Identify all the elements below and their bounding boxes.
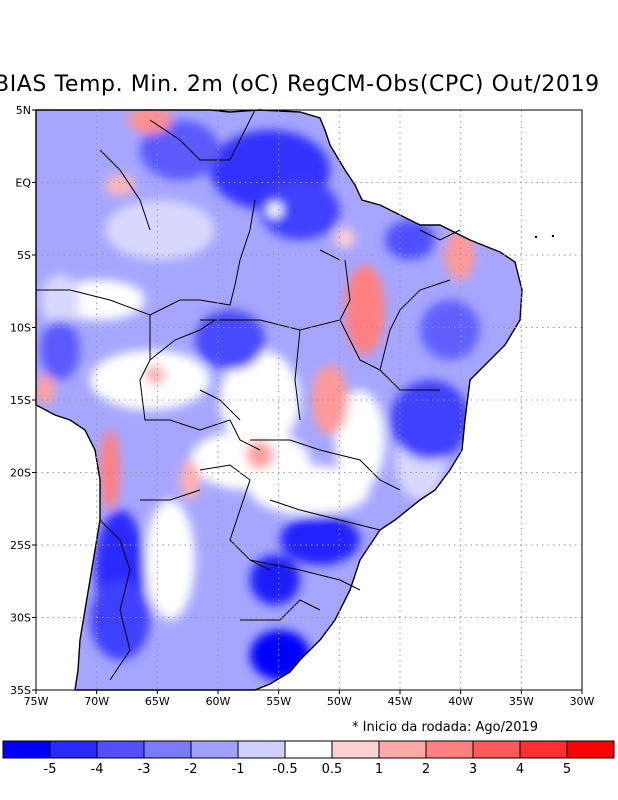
colorbar-swatch: [49, 740, 98, 759]
colorbar-swatch: [566, 740, 615, 759]
colorbar-label: 3: [469, 762, 477, 777]
lon-tick-label: 70W: [84, 695, 109, 708]
colorbar-label: 0.5: [322, 762, 343, 777]
colorbar: [2, 740, 615, 759]
map-title: BIAS Temp. Min. 2m (oC) RegCM-Obs(CPC) O…: [0, 72, 600, 97]
colorbar-swatch: [237, 740, 286, 759]
colorbar-label: 1: [375, 762, 383, 777]
colorbar-swatch: [143, 740, 192, 759]
bias-field: [36, 110, 522, 690]
colorbar-swatch: [2, 740, 51, 759]
lat-tick-label: 20S: [10, 467, 31, 480]
colorbar-swatch: [190, 740, 239, 759]
colorbar-label: 5: [563, 762, 571, 777]
lon-tick-label: 30W: [570, 695, 595, 708]
lon-tick-label: 35W: [509, 695, 534, 708]
colorbar-swatch: [284, 740, 333, 759]
lon-tick-label: 75W: [24, 695, 49, 708]
lon-tick-label: 65W: [145, 695, 170, 708]
colorbar-label: 2: [422, 762, 430, 777]
lon-tick-label: 55W: [266, 695, 291, 708]
colorbar-label: -4: [91, 762, 104, 777]
colorbar-swatch: [378, 740, 427, 759]
colorbar-swatch: [331, 740, 380, 759]
run-start-note: * Inicio da rodada: Ago/2019: [352, 720, 539, 735]
lat-tick-label: EQ: [15, 177, 31, 190]
lon-tick-label: 50W: [327, 695, 352, 708]
colorbar-swatch: [96, 740, 145, 759]
lon-tick-label: 45W: [388, 695, 413, 708]
lat-tick-label: 35S: [10, 684, 31, 697]
political-borders: [36, 109, 461, 681]
colorbar-swatch: [425, 740, 474, 759]
lat-tick-label: 10S: [10, 322, 31, 335]
lon-tick-label: 40W: [448, 695, 473, 708]
lon-tick-label: 60W: [206, 695, 231, 708]
colorbar-swatch: [472, 740, 521, 759]
colorbar-label: -3: [138, 762, 151, 777]
colorbar-label: -2: [185, 762, 198, 777]
latitude-labels: 5N EQ 5S 10S 15S 20S 25S 30S 35S: [10, 104, 36, 697]
lat-tick-label: 15S: [10, 394, 31, 407]
colorbar-labels: -5 -4 -3 -2 -1 -0.5 0.5 1 2 3 4 5: [44, 762, 572, 777]
colorbar-label: 4: [516, 762, 524, 777]
colorbar-swatch: [519, 740, 568, 759]
colorbar-label: -5: [44, 762, 57, 777]
colorbar-label: -1: [232, 762, 245, 777]
lat-tick-label: 25S: [10, 539, 31, 552]
lat-tick-label: 5N: [16, 104, 31, 117]
lat-tick-label: 5S: [17, 249, 31, 262]
longitude-labels: 75W 70W 65W 60W 55W 50W 45W 40W 35W 30W: [24, 690, 595, 708]
lat-tick-label: 30S: [10, 612, 31, 625]
colorbar-label: -0.5: [272, 762, 297, 777]
